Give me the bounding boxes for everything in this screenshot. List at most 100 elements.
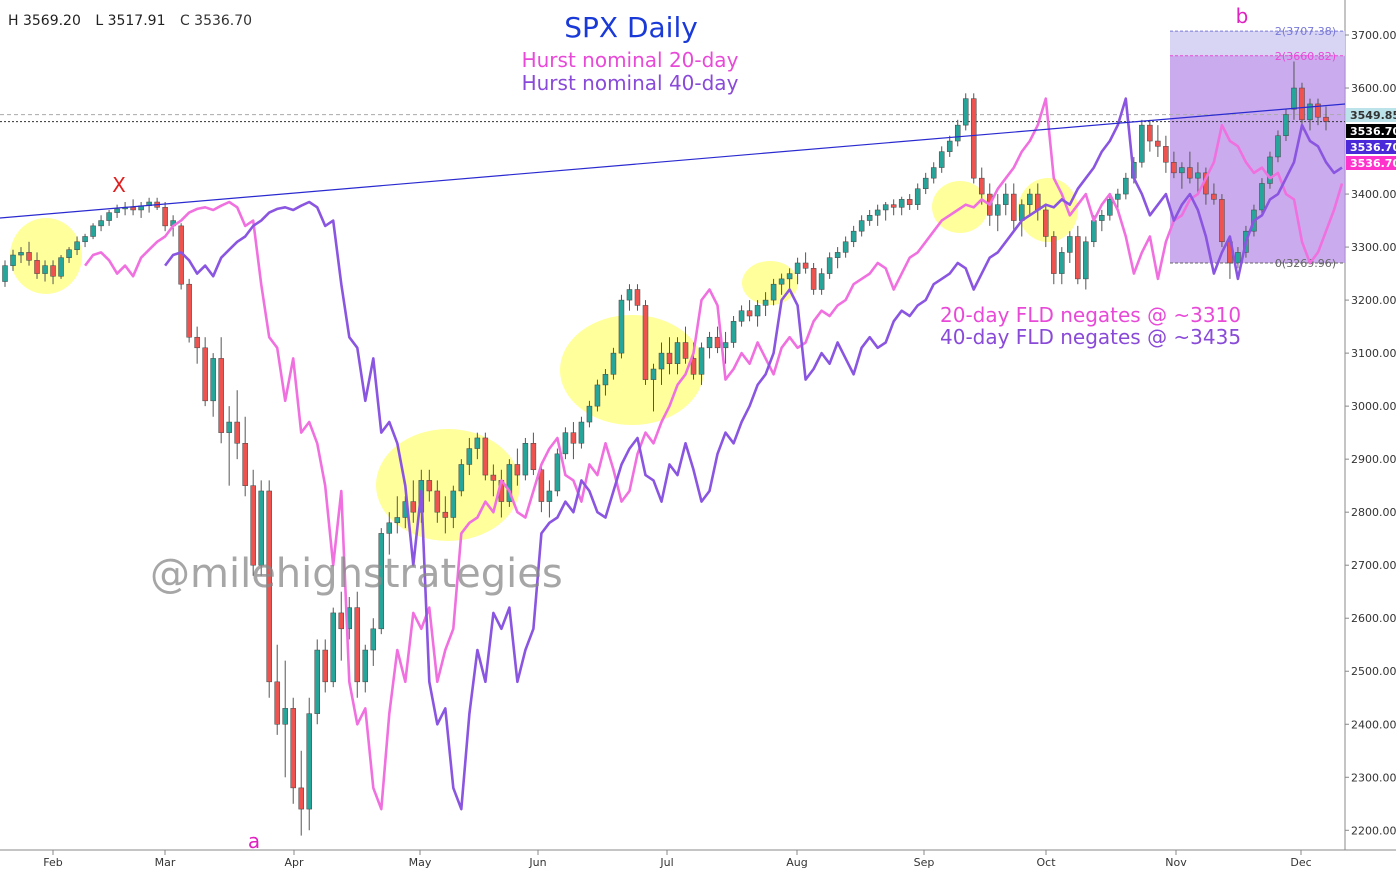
candle-body xyxy=(786,273,793,280)
candle xyxy=(434,480,441,523)
candle-body xyxy=(1171,161,1177,174)
candle-body xyxy=(330,612,336,683)
candle xyxy=(362,644,369,693)
candle-body xyxy=(826,257,833,274)
candle xyxy=(162,202,168,232)
candle xyxy=(378,528,385,635)
candle-body xyxy=(194,336,200,349)
candle-body xyxy=(1219,199,1225,243)
candle-body xyxy=(202,347,208,402)
candle-body xyxy=(66,249,72,258)
candle xyxy=(1099,209,1105,232)
annotation-a: a xyxy=(248,829,260,853)
cycle-highlight-ellipse xyxy=(10,218,82,294)
candle-body xyxy=(394,517,401,524)
candle-body xyxy=(1179,167,1185,174)
candle-body xyxy=(1195,172,1201,179)
candle xyxy=(594,379,601,412)
candle-body xyxy=(530,443,537,471)
watermark: @milehighstrategies xyxy=(150,551,563,597)
candle-body xyxy=(1259,183,1265,211)
candle xyxy=(562,427,569,460)
candle-body xyxy=(882,204,889,211)
fld20-negation-note: 20-day FLD negates @ ~3310 xyxy=(940,303,1241,327)
candle-body xyxy=(834,252,841,258)
y-tick-label: 3400.00 xyxy=(1351,188,1396,201)
candle-body xyxy=(482,437,489,476)
candle xyxy=(1067,231,1073,263)
candle xyxy=(610,347,617,380)
candle xyxy=(1187,151,1193,184)
ohlc-low: L 3517.91 xyxy=(95,13,166,29)
candle xyxy=(482,432,489,481)
candle-body xyxy=(242,443,248,486)
cycle-highlight-ellipse xyxy=(742,261,798,305)
annotation-b: b xyxy=(1236,4,1249,28)
candle xyxy=(114,204,120,218)
candle xyxy=(754,300,761,327)
candle xyxy=(874,204,881,226)
candle-body xyxy=(18,252,24,256)
candle-body xyxy=(850,230,857,243)
candle-body xyxy=(770,283,777,301)
candle xyxy=(74,236,80,256)
candle-body xyxy=(1027,193,1033,205)
candle-body xyxy=(866,215,873,221)
candle xyxy=(1315,98,1321,126)
candle-body xyxy=(938,151,945,168)
candle-body xyxy=(490,474,497,481)
candle xyxy=(1283,109,1289,142)
candle-body xyxy=(650,368,657,380)
candle-body xyxy=(1187,167,1193,179)
candle-body xyxy=(74,241,80,250)
candle xyxy=(426,469,433,502)
candle-body xyxy=(90,225,96,237)
projection-box xyxy=(1170,31,1345,264)
candle xyxy=(650,363,657,412)
candles-group xyxy=(2,61,1329,836)
y-tick-label: 2500.00 xyxy=(1351,665,1396,678)
candle xyxy=(962,93,969,131)
candle-body xyxy=(210,358,216,402)
projection-box-top xyxy=(1170,31,1345,56)
candle-body xyxy=(554,453,561,492)
candle xyxy=(834,247,841,269)
candle-body xyxy=(586,405,593,423)
fib-level-label: 0(3269.96) xyxy=(1275,257,1336,270)
candle xyxy=(914,183,921,210)
candle xyxy=(290,697,296,804)
candle xyxy=(490,464,497,497)
x-tick-label: May xyxy=(409,856,432,869)
candle xyxy=(922,172,929,195)
candle-body xyxy=(1291,87,1297,110)
candle xyxy=(634,284,641,311)
candle-body xyxy=(722,342,729,349)
candle xyxy=(642,300,649,385)
candle-body xyxy=(658,352,665,370)
candle-body xyxy=(762,299,769,306)
candle-body xyxy=(362,649,369,683)
candle-body xyxy=(386,522,393,534)
candle xyxy=(410,480,417,523)
x-tick-label: Mar xyxy=(155,856,176,869)
candle-body xyxy=(714,336,721,349)
candle-body xyxy=(1211,193,1217,200)
candle-body xyxy=(1075,236,1081,280)
x-tick-label: Oct xyxy=(1036,856,1056,869)
candle-body xyxy=(234,421,240,444)
candle xyxy=(354,591,361,698)
candle xyxy=(218,337,224,444)
candle xyxy=(802,252,809,274)
candle xyxy=(1171,151,1177,179)
candle-body xyxy=(306,713,312,810)
candle-body xyxy=(1139,124,1145,163)
chart-title: SPX Daily xyxy=(564,11,698,44)
y-tick-label: 3200.00 xyxy=(1351,294,1396,307)
candle xyxy=(706,331,713,359)
candle xyxy=(1235,247,1241,269)
candle xyxy=(1291,61,1297,120)
candle-body xyxy=(890,204,897,208)
candle xyxy=(1259,178,1265,216)
candle-body xyxy=(746,310,753,317)
